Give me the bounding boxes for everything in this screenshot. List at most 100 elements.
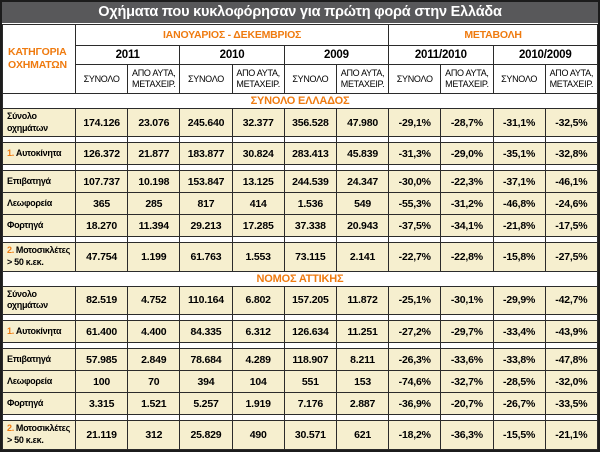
row-label: 2. Μοτοσικλέτες > 50 κ.εκ. [2, 242, 76, 272]
cell-value: 2.141 [335, 242, 390, 272]
cell-value: -29,1% [388, 107, 442, 138]
row-label-text: Σύνολο οχημάτων [7, 111, 48, 133]
table-row: Φορτηγά 3.315 1.521 5.257 1.919 7.176 2.887 -36… [2, 392, 599, 416]
subheader-total: ΣΥΝΟΛΟ [179, 64, 233, 94]
cell-value: 365 [74, 192, 129, 216]
cell-value: 817 [179, 192, 233, 216]
cell-value: 414 [231, 192, 285, 216]
cell-value: -31,1% [492, 107, 546, 138]
cell-value: 24.347 [335, 170, 390, 194]
cell-value: 29.213 [179, 214, 233, 238]
change-header-2010-2009: 2010/2009 [492, 45, 598, 65]
cell-value: -29,9% [492, 285, 546, 316]
cell-value: 6.312 [231, 320, 285, 344]
cell-value: -46,8% [492, 192, 546, 216]
row-label-text: Λεωφορεία [7, 198, 52, 209]
cell-value: -29,7% [440, 320, 494, 344]
cell-value: -29,0% [440, 142, 494, 166]
cell-value: 2.887 [335, 392, 390, 416]
cell-value: 7.176 [283, 392, 337, 416]
row-label: Φορτηγά [2, 214, 76, 238]
cell-value: 104 [231, 370, 285, 394]
cell-value: -27,5% [544, 242, 599, 272]
cell-value: 312 [127, 420, 181, 450]
cell-value: 11.872 [335, 285, 390, 316]
table-row: Σύνολο οχημάτων 82.519 4.752 110.164 6.802 15… [2, 285, 599, 316]
cell-value: 37.338 [283, 214, 337, 238]
row-number: 2. [7, 245, 14, 256]
cell-value: -32,8% [544, 142, 599, 166]
cell-value: 394 [179, 370, 233, 394]
cell-value: 30.571 [283, 420, 337, 450]
cell-value: 23.076 [127, 107, 181, 138]
cell-value: 2.849 [127, 348, 181, 372]
cell-value: 285 [127, 192, 181, 216]
cell-value: -33,8% [492, 348, 546, 372]
cell-value: 157.205 [283, 285, 337, 316]
cell-value: 1.919 [231, 392, 285, 416]
cell-value: 70 [127, 370, 181, 394]
cell-value: 174.126 [74, 107, 129, 138]
cell-value: 6.802 [231, 285, 285, 316]
cell-value: 47.980 [335, 107, 390, 138]
year-header-2011: 2011 [74, 45, 181, 65]
change-group-header: ΜΕΤΑΒΟΛΗ [388, 24, 598, 46]
cell-value: 8.211 [335, 348, 390, 372]
subheader-used: ΑΠΟ ΑΥΤΑ, ΜΕΤΑΧΕΙΡ. [231, 64, 285, 94]
row-number: 1. [7, 148, 14, 159]
row-label: Επιβατηγά [2, 170, 76, 194]
section-title: ΝΟΜΟΣ ΑΤΤΙΚΗΣ [2, 270, 598, 287]
cell-value: 13.125 [231, 170, 285, 194]
row-label-text: Φορτηγά [7, 220, 44, 231]
cell-value: 61.400 [74, 320, 129, 344]
subheader-total: ΣΥΝΟΛΟ [74, 64, 129, 94]
cell-value: 57.985 [74, 348, 129, 372]
row-label-text: Αυτοκίνητα [15, 325, 62, 336]
table-row: Επιβατηγά 107.737 10.198 153.847 13.125 244.5… [2, 170, 599, 194]
cell-value: -21,1% [544, 420, 599, 450]
cell-value: 10.198 [127, 170, 181, 194]
year-header-2009: 2009 [283, 45, 390, 65]
vehicle-registrations-table: Οχήματα που κυκλοφόρησαν για πρώτη φορά … [0, 0, 600, 452]
row-label-text: Αυτοκίνητα [15, 148, 62, 159]
spacer-row [2, 164, 599, 172]
cell-value: 3.315 [74, 392, 129, 416]
cell-value: -33,6% [440, 348, 494, 372]
cell-value: 244.539 [283, 170, 337, 194]
cell-value: 490 [231, 420, 285, 450]
cell-value: -37,1% [492, 170, 546, 194]
table-row: Λεωφορεία 100 70 394 104 551 153 -74,6% -32,7% -2… [2, 370, 599, 394]
change-header-2011-2010: 2011/2010 [388, 45, 494, 65]
cell-value: -26,7% [492, 392, 546, 416]
cell-value: -22,8% [440, 242, 494, 272]
cell-value: -20,7% [440, 392, 494, 416]
cell-value: 84.335 [179, 320, 233, 344]
cell-value: 107.737 [74, 170, 129, 194]
cell-value: 17.285 [231, 214, 285, 238]
section-row: ΣΥΝΟΛΟ ΕΛΛΑΔΟΣ [2, 93, 598, 109]
cell-value: 4.289 [231, 348, 285, 372]
table-row: Φορτηγά 18.270 11.394 29.213 17.285 37.338 20.… [2, 214, 599, 238]
cell-value: -47,8% [544, 348, 599, 372]
row-label: 1. Αυτοκίνητα [2, 320, 76, 344]
cell-value: -28,7% [440, 107, 494, 138]
subheader-total: ΣΥΝΟΛΟ [283, 64, 337, 94]
row-number: 2. [7, 423, 14, 434]
cell-value: 45.839 [335, 142, 390, 166]
cell-value: 1.199 [127, 242, 181, 272]
subheader-used: ΑΠΟ ΑΥΤΑ, ΜΕΤΑΧΕΙΡ. [544, 64, 599, 94]
cell-value: -43,9% [544, 320, 599, 344]
cell-value: 1.521 [127, 392, 181, 416]
cell-value: -32,5% [544, 107, 599, 138]
table-row: 2. Μοτοσικλέτες > 50 κ.εκ. 21.119 312 25.829… [2, 420, 599, 450]
cell-value: 551 [283, 370, 337, 394]
cell-value: 11.251 [335, 320, 390, 344]
cell-value: -32,7% [440, 370, 494, 394]
cell-value: 4.400 [127, 320, 181, 344]
row-number: 1. [7, 325, 14, 336]
table-row: 1. Αυτοκίνητα 126.372 21.877 183.877 30.824 28… [2, 142, 599, 166]
section-row: ΝΟΜΟΣ ΑΤΤΙΚΗΣ [2, 270, 598, 287]
cell-value: -31,2% [440, 192, 494, 216]
cell-value: 1.536 [283, 192, 337, 216]
cell-value: -17,5% [544, 214, 599, 238]
